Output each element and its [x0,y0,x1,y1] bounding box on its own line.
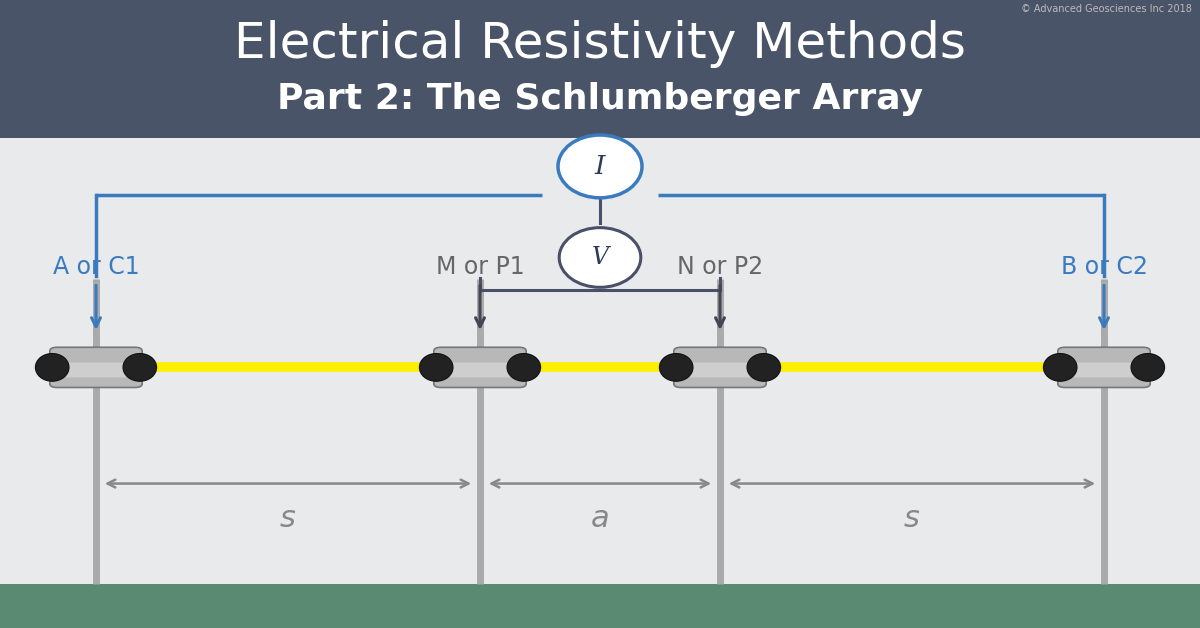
Ellipse shape [558,135,642,198]
Text: s: s [280,504,296,533]
Bar [0,0,1200,138]
Ellipse shape [1044,354,1078,381]
Text: V: V [592,246,608,269]
Ellipse shape [746,354,780,381]
FancyBboxPatch shape [62,362,131,377]
Text: I: I [595,154,605,179]
Text: M or P1: M or P1 [436,256,524,279]
Text: Electrical Resistivity Methods: Electrical Resistivity Methods [234,20,966,68]
Ellipse shape [1132,354,1164,381]
Text: Part 2: The Schlumberger Array: Part 2: The Schlumberger Array [277,82,923,116]
Ellipse shape [420,354,454,381]
Text: N or P2: N or P2 [677,256,763,279]
Text: A or C1: A or C1 [53,256,139,279]
Ellipse shape [660,354,694,381]
Ellipse shape [506,354,540,381]
Ellipse shape [559,227,641,287]
Text: s: s [904,504,920,533]
FancyBboxPatch shape [686,362,755,377]
Ellipse shape [124,354,157,381]
Text: © Advanced Geosciences Inc 2018: © Advanced Geosciences Inc 2018 [1021,4,1192,14]
FancyBboxPatch shape [446,362,515,377]
Text: B or C2: B or C2 [1061,256,1147,279]
Ellipse shape [35,354,70,381]
FancyBboxPatch shape [1070,362,1139,377]
FancyBboxPatch shape [674,347,766,387]
FancyBboxPatch shape [50,347,142,387]
FancyBboxPatch shape [1058,347,1151,387]
Bar [0,584,1200,628]
Text: a: a [590,504,610,533]
FancyBboxPatch shape [434,347,527,387]
